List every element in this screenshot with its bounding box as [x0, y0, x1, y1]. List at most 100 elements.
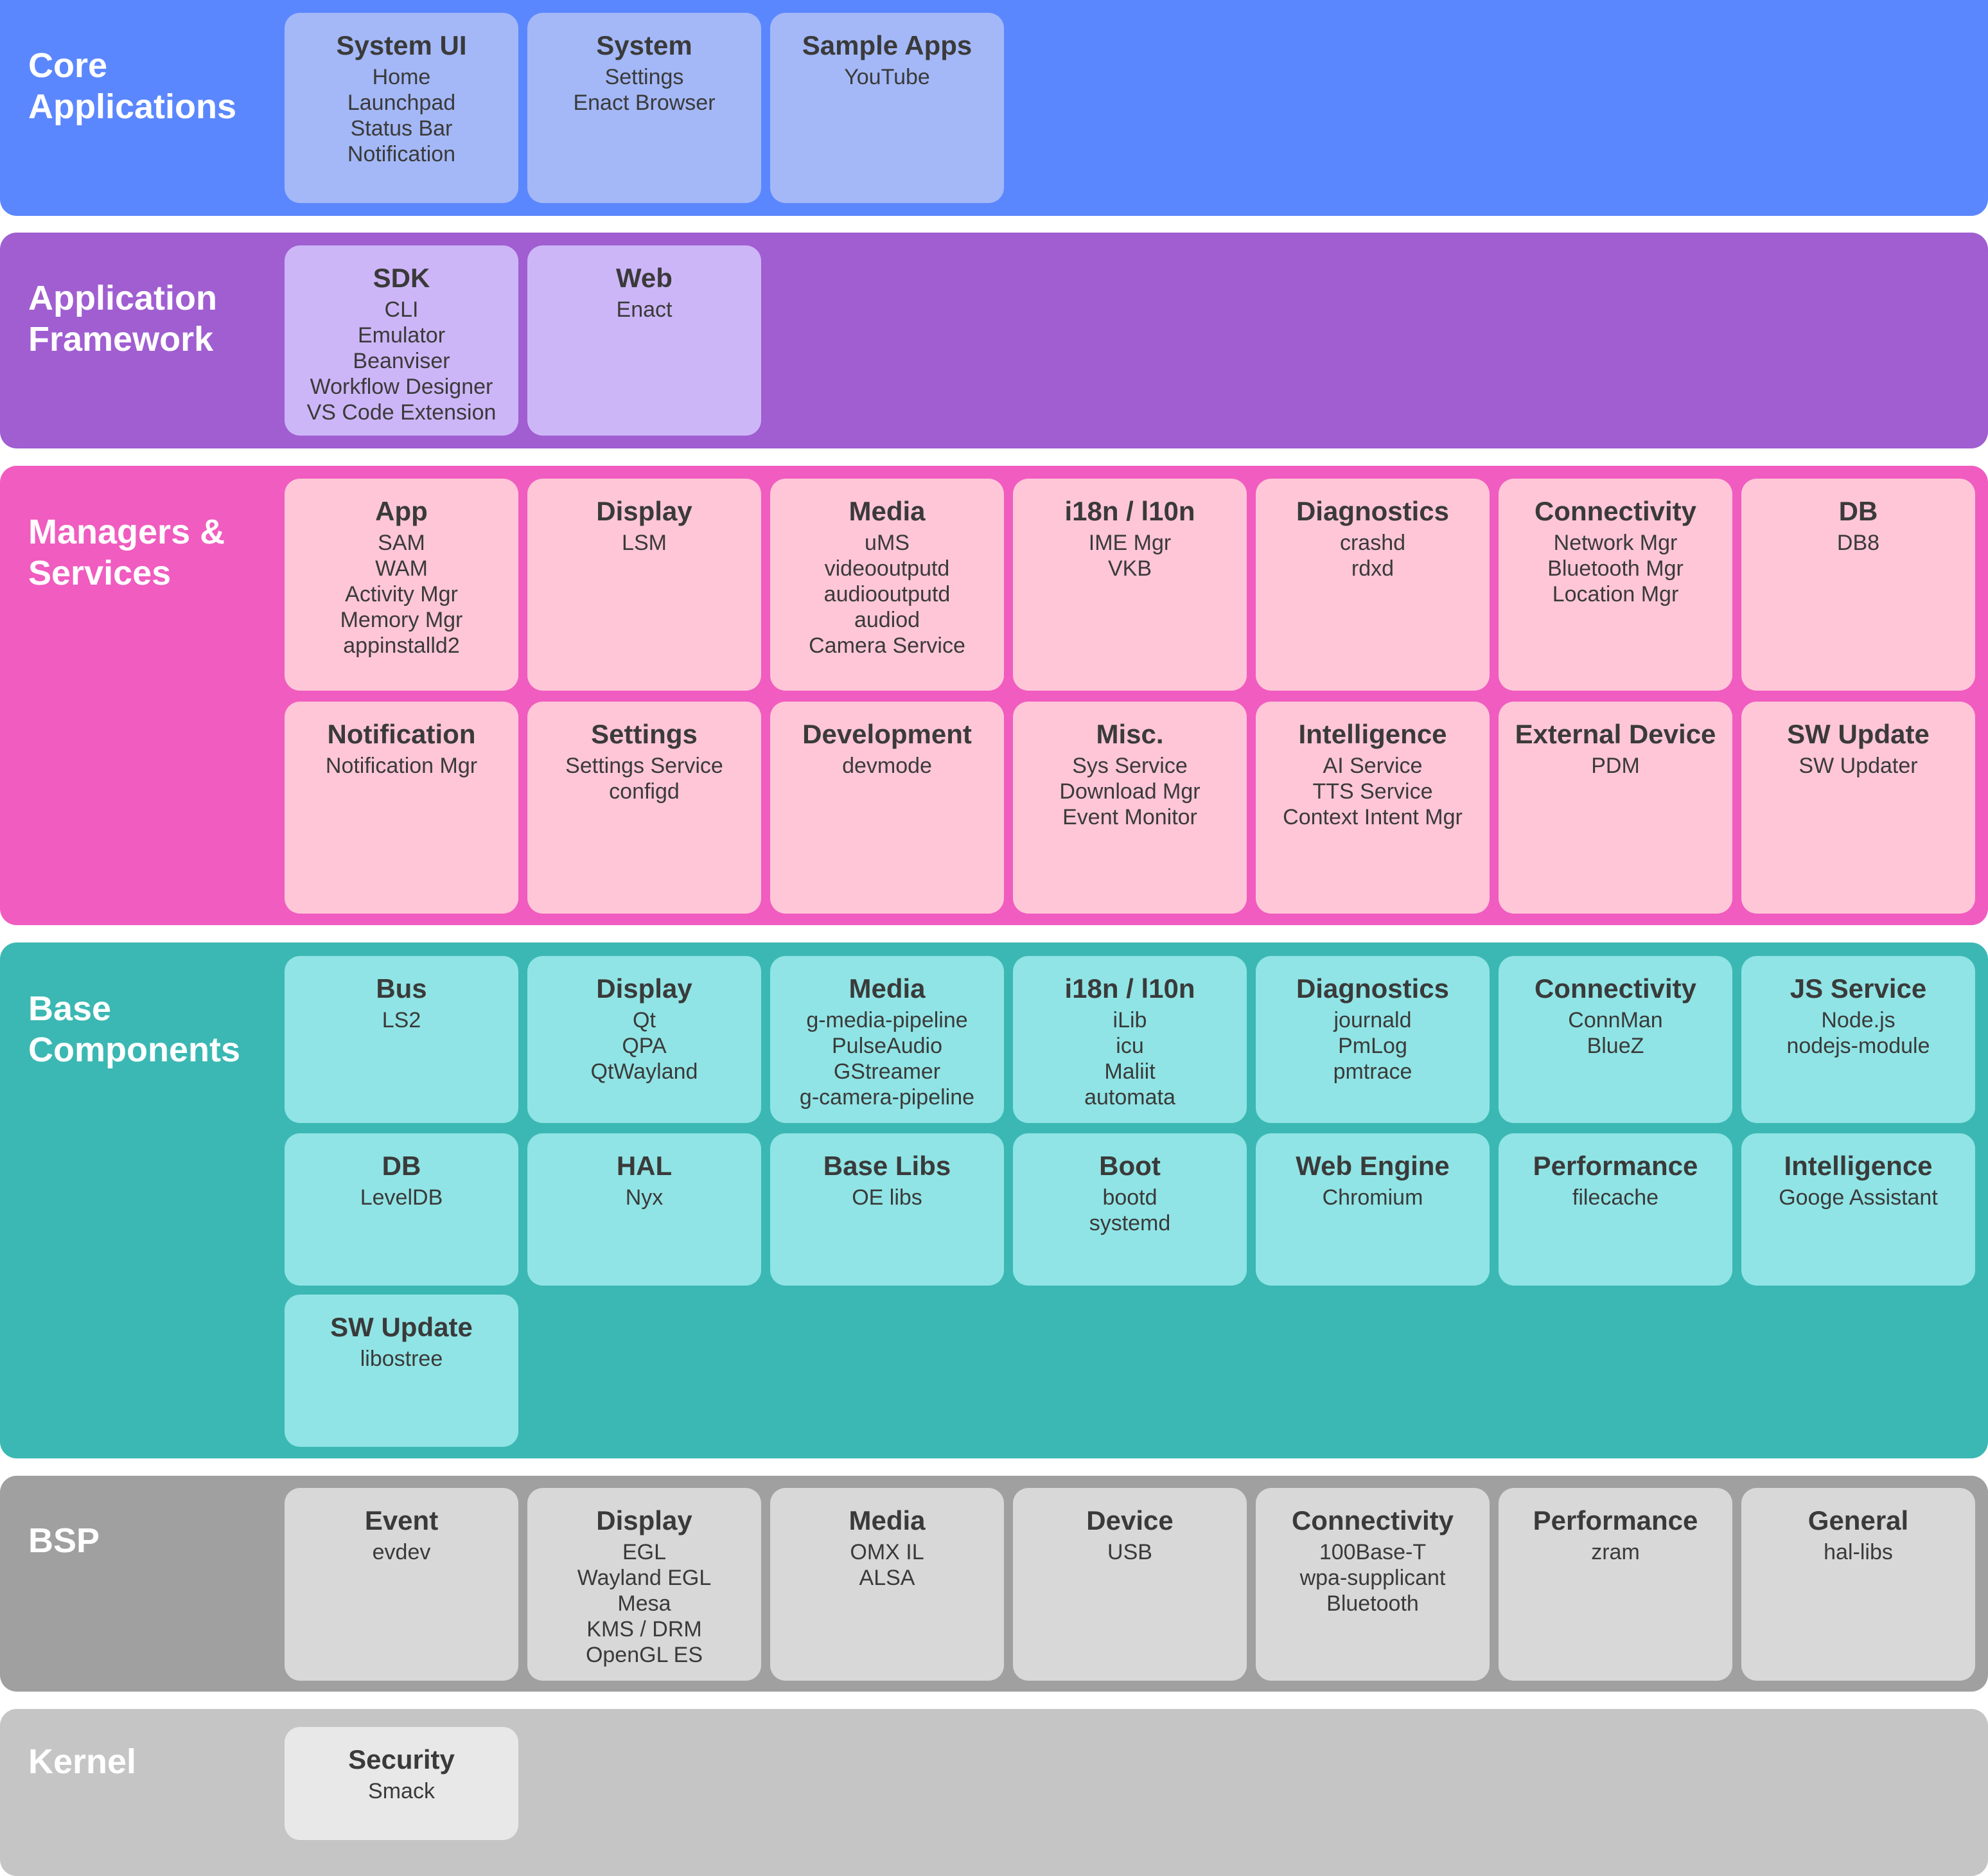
- component-title: Boot: [1099, 1151, 1161, 1181]
- layer-managers-services: Managers & Services App SAM WAM Activity Mgr…: [0, 466, 1988, 925]
- component-items: Network Mgr Bluetooth Mgr Location Mgr: [1499, 530, 1732, 607]
- component-items: AI Service TTS Service Context Intent Mgr: [1256, 753, 1490, 830]
- component-box: SDK CLI Emulator Beanviser Workflow Designer…: [285, 245, 518, 436]
- component-box: Notification Notification Mgr: [285, 702, 518, 914]
- component-items: Nyx: [527, 1185, 761, 1210]
- component-item: nodejs-module: [1786, 1034, 1930, 1058]
- component-item: EGL: [622, 1540, 667, 1564]
- component-items: Home Launchpad Status Bar Notification: [285, 64, 518, 167]
- component-item: PDM: [1591, 754, 1640, 778]
- component-title: Connectivity: [1534, 496, 1697, 526]
- component-title: Media: [849, 1505, 926, 1535]
- component-title: Diagnostics: [1296, 496, 1450, 526]
- component-title: SW Update: [1787, 719, 1930, 749]
- component-item: evdev: [372, 1540, 431, 1564]
- component-item: wpa-supplicant: [1299, 1566, 1446, 1590]
- component-item: BlueZ: [1587, 1034, 1644, 1058]
- component-item: ALSA: [859, 1566, 915, 1590]
- component-box: Intelligence Googe Assistant: [1741, 1133, 1975, 1286]
- component-item: SAM: [378, 531, 425, 555]
- component-title: DB: [1838, 496, 1878, 526]
- component-box: Media OMX IL ALSA: [770, 1488, 1004, 1681]
- component-item: Memory Mgr: [340, 608, 463, 632]
- component-item: USB: [1107, 1540, 1152, 1564]
- component-box: System Settings Enact Browser: [527, 13, 761, 203]
- component-items: evdev: [285, 1539, 518, 1565]
- component-title: App: [375, 496, 428, 526]
- layer-title: Base Components: [28, 989, 240, 1069]
- component-box: Settings Settings Service configd: [527, 702, 761, 914]
- component-item: Mesa: [617, 1591, 671, 1616]
- component-items: CLI Emulator Beanviser Workflow Designer VS …: [285, 297, 518, 425]
- component-title: Development: [802, 719, 972, 749]
- component-item: Maliit: [1104, 1059, 1156, 1084]
- component-title: Performance: [1533, 1505, 1698, 1535]
- component-items: Chromium: [1256, 1185, 1490, 1210]
- component-items: PDM: [1499, 753, 1732, 779]
- component-title: Web Engine: [1296, 1151, 1450, 1181]
- component-item: Settings Service: [565, 754, 723, 778]
- component-box: General hal-libs: [1741, 1488, 1975, 1681]
- component-box: Connectivity Network Mgr Bluetooth Mgr Loca…: [1499, 479, 1732, 691]
- component-box: Intelligence AI Service TTS Service Context…: [1256, 702, 1490, 914]
- component-item: VKB: [1107, 556, 1152, 581]
- component-box: Connectivity 100Base-T wpa-supplicant Bluet…: [1256, 1488, 1490, 1681]
- component-items: Enact: [527, 297, 761, 323]
- component-box: Device USB: [1013, 1488, 1247, 1681]
- component-box: Display LSM: [527, 479, 761, 691]
- component-items: crashd rdxd: [1256, 530, 1490, 581]
- component-item: rdxd: [1351, 556, 1394, 581]
- component-box: Event evdev: [285, 1488, 518, 1681]
- layer-base-components: Base Components Bus LS2 Display Qt QPA QtWayla…: [0, 942, 1988, 1458]
- component-box: JS Service Node.js nodejs-module: [1741, 956, 1975, 1123]
- component-box: HAL Nyx: [527, 1133, 761, 1286]
- component-items: LevelDB: [285, 1185, 518, 1210]
- layer-title: Kernel: [28, 1742, 137, 1781]
- component-item: libostree: [360, 1347, 443, 1371]
- component-items: g-media-pipeline PulseAudio GStreamer g-cam…: [770, 1007, 1004, 1110]
- component-title: Security: [348, 1744, 455, 1774]
- component-item: OE libs: [852, 1185, 922, 1210]
- component-items: ConnMan BlueZ: [1499, 1007, 1732, 1059]
- component-title: SDK: [373, 263, 430, 293]
- component-item: Launchpad: [347, 91, 456, 115]
- component-items: Smack: [285, 1778, 518, 1804]
- component-title: Bus: [376, 973, 427, 1004]
- component-title: Diagnostics: [1296, 973, 1450, 1004]
- component-title: SW Update: [330, 1312, 473, 1342]
- component-title: Media: [849, 496, 926, 526]
- component-item: Googe Assistant: [1779, 1185, 1938, 1210]
- component-item: Wayland EGL: [577, 1566, 712, 1590]
- component-title: Display: [596, 973, 692, 1004]
- component-item: Notification: [347, 142, 456, 166]
- component-box: Sample Apps YouTube: [770, 13, 1004, 203]
- component-box: Display EGL Wayland EGL Mesa KMS / DRM OpenGL…: [527, 1488, 761, 1681]
- component-item: Home: [372, 65, 431, 89]
- component-box: Bus LS2: [285, 956, 518, 1123]
- component-item: configd: [609, 779, 680, 804]
- layer-application-framework: Application Framework SDK CLI Emulator Beanv…: [0, 233, 1988, 448]
- component-items: LSM: [527, 530, 761, 556]
- component-item: Emulator: [357, 323, 446, 348]
- component-box: Misc. Sys Service Download Mgr Event Monito…: [1013, 702, 1247, 914]
- component-items: filecache: [1499, 1185, 1732, 1210]
- component-item: OpenGL ES: [585, 1643, 703, 1667]
- component-items: Qt QPA QtWayland: [527, 1007, 761, 1084]
- component-title: Connectivity: [1291, 1505, 1454, 1535]
- component-items: SAM WAM Activity Mgr Memory Mgr appinstalld2: [285, 530, 518, 659]
- component-item: TTS Service: [1312, 779, 1433, 804]
- component-title: HAL: [616, 1151, 673, 1181]
- component-item: filecache: [1572, 1185, 1659, 1210]
- component-items: SW Updater: [1741, 753, 1975, 779]
- component-box: DB LevelDB: [285, 1133, 518, 1286]
- component-item: Context Intent Mgr: [1283, 805, 1463, 829]
- component-item: Camera Service: [809, 633, 965, 658]
- component-item: Bluetooth Mgr: [1547, 556, 1684, 581]
- component-item: GStreamer: [833, 1059, 941, 1084]
- component-title: Performance: [1533, 1151, 1698, 1181]
- component-title: DB: [382, 1151, 421, 1181]
- component-items: DB8: [1741, 530, 1975, 556]
- component-title: JS Service: [1790, 973, 1927, 1004]
- component-item: crashd: [1339, 531, 1406, 555]
- component-item: QPA: [622, 1034, 667, 1058]
